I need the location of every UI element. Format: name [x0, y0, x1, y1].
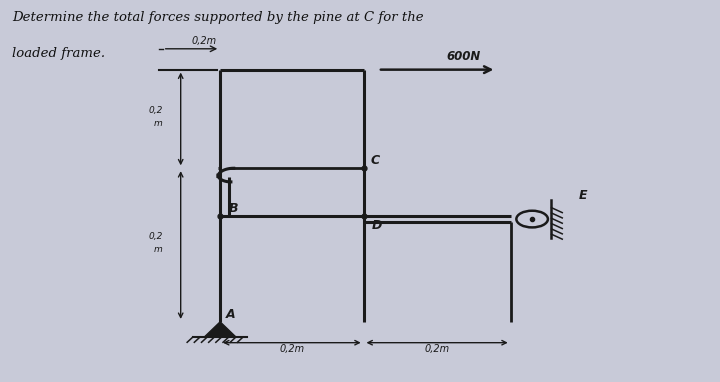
- Text: 0,2: 0,2: [148, 106, 163, 115]
- Text: E: E: [579, 189, 588, 202]
- Polygon shape: [204, 322, 236, 337]
- Text: A: A: [226, 308, 235, 321]
- Text: B: B: [229, 202, 238, 215]
- Text: D: D: [372, 219, 382, 232]
- Text: 0,2: 0,2: [148, 232, 163, 241]
- Text: Determine the total forces supported by the pine at C for the: Determine the total forces supported by …: [12, 11, 424, 24]
- Text: m: m: [153, 119, 162, 128]
- Text: 600N: 600N: [447, 50, 481, 63]
- Text: 0,2m: 0,2m: [425, 344, 450, 354]
- Text: 0,2m: 0,2m: [192, 36, 217, 46]
- Text: loaded frame.: loaded frame.: [12, 47, 105, 60]
- Text: m: m: [153, 245, 162, 254]
- Text: 0,2m: 0,2m: [279, 344, 305, 354]
- Text: C: C: [371, 154, 380, 167]
